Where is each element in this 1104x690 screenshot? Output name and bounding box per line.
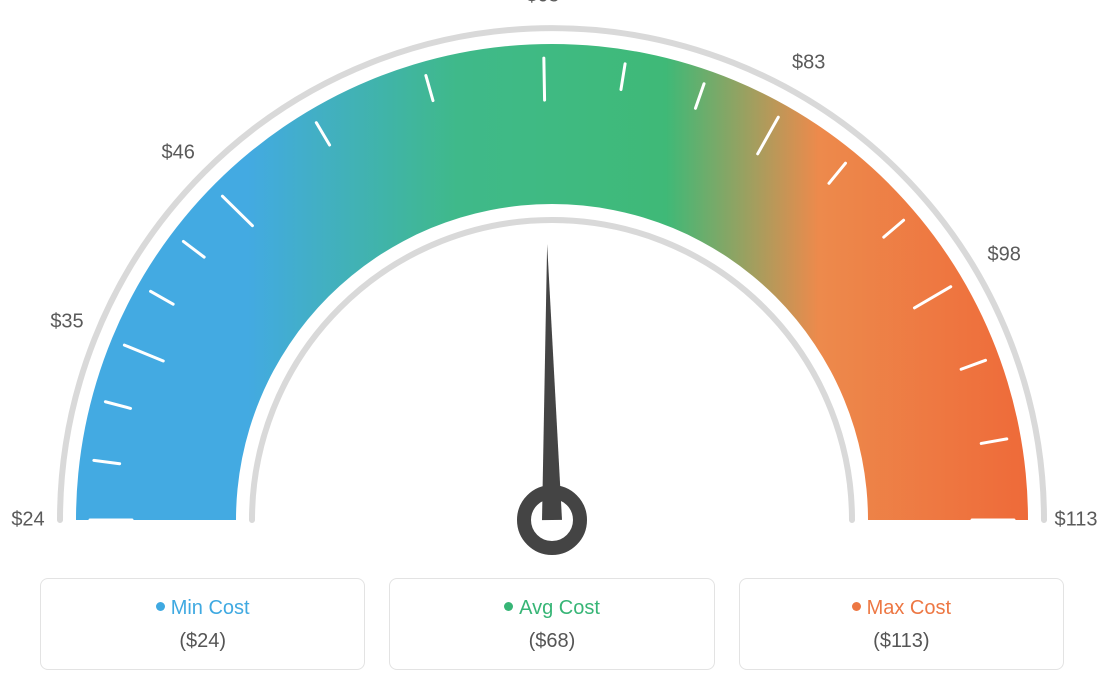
legend-card-max: Max Cost ($113) (739, 578, 1064, 670)
legend-card-min: Min Cost ($24) (40, 578, 365, 670)
gauge-cost-chart: $24 $35 $46 $68 $83 $98 $113 Min Cost ($24) Av… (0, 0, 1104, 690)
gauge-tick-label: $98 (988, 244, 1021, 267)
legend-min-title: Min Cost (51, 597, 354, 620)
legend-avg-value: ($68) (400, 630, 703, 653)
gauge-tick-label: $46 (162, 141, 195, 164)
dot-icon (504, 602, 513, 611)
dot-icon (156, 602, 165, 611)
legend-max-value: ($113) (750, 630, 1053, 653)
legend-avg-label: Avg Cost (519, 597, 600, 619)
gauge-tick-label: $35 (50, 310, 83, 333)
legend-row: Min Cost ($24) Avg Cost ($68) Max Cost (… (40, 578, 1064, 670)
legend-min-label: Min Cost (171, 597, 250, 619)
gauge-tick-label: $24 (11, 509, 44, 532)
gauge-svg (0, 0, 1104, 560)
legend-card-avg: Avg Cost ($68) (389, 578, 714, 670)
gauge-tick-label: $68 (526, 0, 559, 8)
gauge: $24 $35 $46 $68 $83 $98 $113 (0, 0, 1104, 560)
gauge-tick-label: $113 (1054, 509, 1097, 532)
gauge-tick-label: $83 (792, 52, 825, 75)
legend-min-value: ($24) (51, 630, 354, 653)
legend-avg-title: Avg Cost (400, 597, 703, 620)
dot-icon (852, 602, 861, 611)
legend-max-title: Max Cost (750, 597, 1053, 620)
legend-max-label: Max Cost (867, 597, 951, 619)
